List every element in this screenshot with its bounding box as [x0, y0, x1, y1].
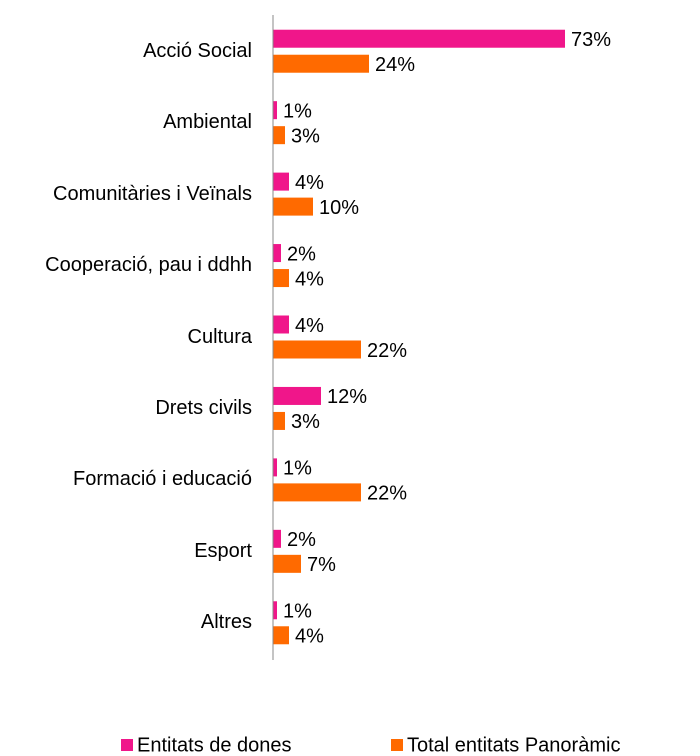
category-label-box: Altres: [201, 586, 252, 658]
category-label: Acció Social: [143, 39, 252, 62]
bar: [273, 458, 277, 477]
value-label: 4%: [295, 172, 324, 194]
bar: [273, 411, 285, 430]
category-label: Drets civils: [155, 396, 252, 419]
value-label: 3%: [291, 125, 320, 147]
bar: [273, 483, 361, 502]
value-label: 24%: [375, 54, 415, 76]
bar: [273, 54, 369, 73]
bar: [273, 172, 289, 191]
bar: [273, 269, 289, 288]
value-label: 7%: [307, 554, 336, 576]
value-label: 4%: [295, 268, 324, 290]
category-label: Cultura: [187, 325, 252, 348]
category-label-box: Drets civils: [155, 372, 252, 444]
value-label: 1%: [283, 458, 312, 480]
value-label: 10%: [319, 197, 359, 219]
value-label: 2%: [287, 243, 316, 265]
value-label: 3%: [291, 411, 320, 433]
category-label: Ambiental: [163, 111, 252, 134]
value-label: 22%: [367, 340, 407, 362]
legend-label: Total entitats Panoràmic: [407, 734, 620, 756]
category-label-box: Comunitàries i Veïnals: [53, 158, 252, 230]
bar: [273, 529, 281, 548]
value-label: 4%: [295, 315, 324, 337]
bar: [273, 315, 289, 334]
bar: [273, 126, 285, 145]
legend-swatch: [391, 739, 403, 751]
legend-label: Entitats de dones: [137, 734, 292, 756]
category-label: Comunitàries i Veïnals: [53, 182, 252, 205]
bar: [273, 601, 277, 620]
category-label: Cooperació, pau i ddhh: [45, 254, 252, 277]
value-label: 2%: [287, 529, 316, 551]
value-label: 1%: [283, 601, 312, 623]
bar: [273, 340, 361, 359]
bar: [273, 101, 277, 120]
bar: [273, 197, 313, 216]
bar: [273, 386, 321, 405]
bar: [273, 29, 565, 48]
category-label-box: Formació i educació: [73, 443, 252, 515]
value-label: 73%: [571, 29, 611, 51]
value-label: 12%: [327, 386, 367, 408]
category-label: Altres: [200, 611, 252, 634]
bar: [273, 626, 289, 645]
category-label-box: Ambiental: [163, 86, 252, 158]
value-label: 1%: [283, 100, 312, 122]
category-label-box: Cooperació, pau i ddhh: [45, 229, 252, 301]
value-label: 22%: [367, 483, 407, 505]
bar: [273, 244, 281, 263]
category-label: Formació i educació: [73, 468, 252, 491]
legend-swatch: [121, 739, 133, 751]
category-label-box: Cultura: [188, 301, 252, 373]
category-label-box: Acció Social: [143, 15, 252, 87]
bar: [273, 554, 301, 573]
category-label: Esport: [194, 539, 252, 562]
value-label: 4%: [295, 626, 324, 648]
category-label-box: Esport: [194, 515, 252, 587]
